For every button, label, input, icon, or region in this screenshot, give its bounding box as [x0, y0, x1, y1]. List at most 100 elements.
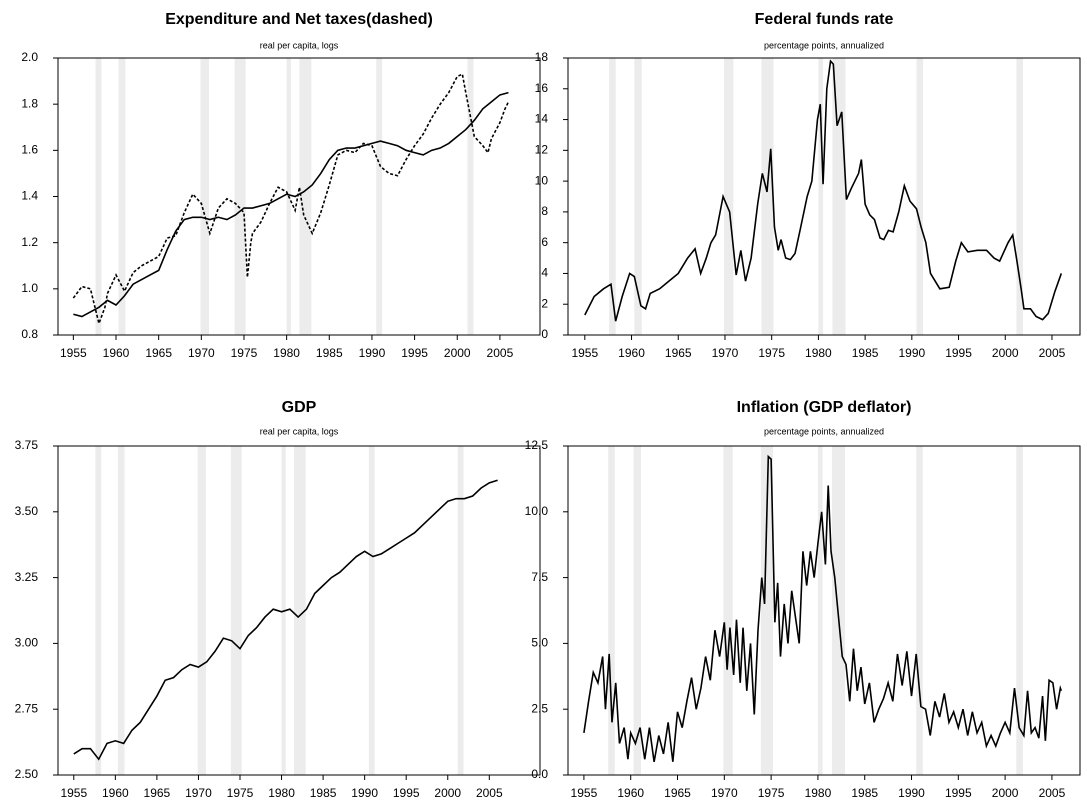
recession-band	[376, 58, 383, 335]
x-tick-label: 1980	[273, 346, 300, 360]
y-tick-label: 12	[535, 143, 549, 157]
x-tick-label: 1955	[571, 346, 598, 360]
x-tick-label: 1995	[945, 346, 972, 360]
y-tick-label: 4	[541, 266, 548, 280]
recession-band	[197, 446, 206, 775]
data-line	[583, 454, 1063, 762]
recession-band	[832, 58, 846, 335]
x-tick-label: 1960	[102, 786, 129, 800]
recession-band	[299, 58, 312, 335]
y-tick-label: 16	[535, 81, 549, 95]
x-tick-label: 1990	[359, 346, 386, 360]
recession-band	[817, 446, 823, 775]
x-tick-label: 1990	[898, 346, 925, 360]
x-tick-label: 1975	[227, 786, 254, 800]
y-tick-label: 12.5	[525, 438, 549, 452]
x-tick-label: 2000	[434, 786, 461, 800]
x-tick-label: 2000	[992, 786, 1019, 800]
y-tick-label: 6	[541, 235, 548, 249]
recession-band	[95, 446, 102, 775]
x-tick-label: 1995	[945, 786, 972, 800]
recession-band	[1016, 446, 1023, 775]
data-line	[72, 73, 510, 327]
y-tick-label: 10	[535, 173, 549, 187]
x-tick-label: 1985	[310, 786, 337, 800]
x-tick-label: 1965	[145, 346, 172, 360]
x-tick-label: 1985	[316, 346, 343, 360]
y-tick-label: 0	[541, 327, 548, 341]
y-tick-label: 14	[535, 112, 549, 126]
x-tick-label: 2005	[1039, 346, 1066, 360]
x-tick-label: 2000	[444, 346, 471, 360]
recession-band	[117, 446, 125, 775]
recession-band	[230, 446, 242, 775]
chart-title: Expenditure and Net taxes(dashed)	[165, 11, 433, 28]
y-tick-label: 3.25	[15, 570, 39, 584]
y-tick-label: 1.0	[21, 281, 38, 295]
x-tick-label: 1985	[851, 786, 878, 800]
y-tick-label: 18	[535, 50, 549, 64]
x-tick-label: 1975	[758, 786, 785, 800]
y-tick-label: 2.50	[15, 767, 39, 781]
recession-band	[916, 446, 923, 775]
recession-band	[200, 58, 209, 335]
x-tick-label: 1965	[665, 346, 692, 360]
x-tick-label: 2005	[476, 786, 503, 800]
y-tick-label: 0.8	[21, 327, 38, 341]
x-tick-label: 1990	[351, 786, 378, 800]
chart-subtitle: percentage points, annualized	[764, 426, 884, 436]
x-tick-label: 1965	[664, 786, 691, 800]
y-tick-label: 3.75	[15, 438, 39, 452]
y-tick-label: 1.2	[21, 235, 38, 249]
x-tick-label: 2005	[1039, 786, 1066, 800]
plot-frame	[57, 445, 541, 776]
chart-title: Federal funds rate	[755, 11, 894, 28]
plot-frame	[567, 445, 1081, 776]
y-tick-label: 1.8	[21, 96, 38, 110]
x-tick-label: 1955	[60, 346, 87, 360]
recession-band	[760, 446, 773, 775]
plot-frame	[567, 57, 1081, 336]
recession-band	[95, 58, 102, 335]
x-tick-label: 1985	[852, 346, 879, 360]
y-tick-label: 2.5	[531, 701, 548, 715]
recession-band	[761, 58, 774, 335]
x-tick-label: 2005	[487, 346, 514, 360]
x-tick-label: 1960	[103, 346, 130, 360]
recession-band	[234, 58, 246, 335]
recession-band	[457, 446, 464, 775]
y-tick-label: 3.00	[15, 636, 39, 650]
y-tick-label: 2.75	[15, 701, 39, 715]
recession-band	[368, 446, 375, 775]
x-tick-label: 1975	[231, 346, 258, 360]
data-line	[73, 91, 509, 318]
x-tick-label: 1980	[268, 786, 295, 800]
x-tick-label: 1970	[712, 346, 739, 360]
x-tick-label: 1975	[758, 346, 785, 360]
chart-subtitle: percentage points, annualized	[764, 40, 884, 50]
y-tick-label: 3.50	[15, 504, 39, 518]
recession-band	[916, 58, 924, 335]
recession-band	[1016, 58, 1024, 335]
x-tick-label: 1995	[401, 346, 428, 360]
recession-band	[467, 58, 474, 335]
recession-band	[634, 58, 642, 335]
y-tick-label: 5.0	[531, 636, 548, 650]
recession-band	[608, 446, 615, 775]
y-tick-label: 1.4	[21, 189, 38, 203]
plot-frame	[57, 57, 541, 336]
data-line	[73, 479, 498, 761]
recession-band	[723, 446, 733, 775]
chart-subtitle: real per capita, logs	[260, 40, 339, 50]
y-tick-label: 2.0	[21, 50, 38, 64]
x-tick-label: 1955	[571, 786, 598, 800]
chart-subtitle: real per capita, logs	[260, 426, 339, 436]
x-tick-label: 1970	[188, 346, 215, 360]
recession-band	[118, 58, 126, 335]
x-tick-label: 1980	[805, 346, 832, 360]
x-tick-label: 1955	[60, 786, 87, 800]
y-tick-label: 8	[541, 204, 548, 218]
y-tick-label: 7.5	[531, 570, 548, 584]
